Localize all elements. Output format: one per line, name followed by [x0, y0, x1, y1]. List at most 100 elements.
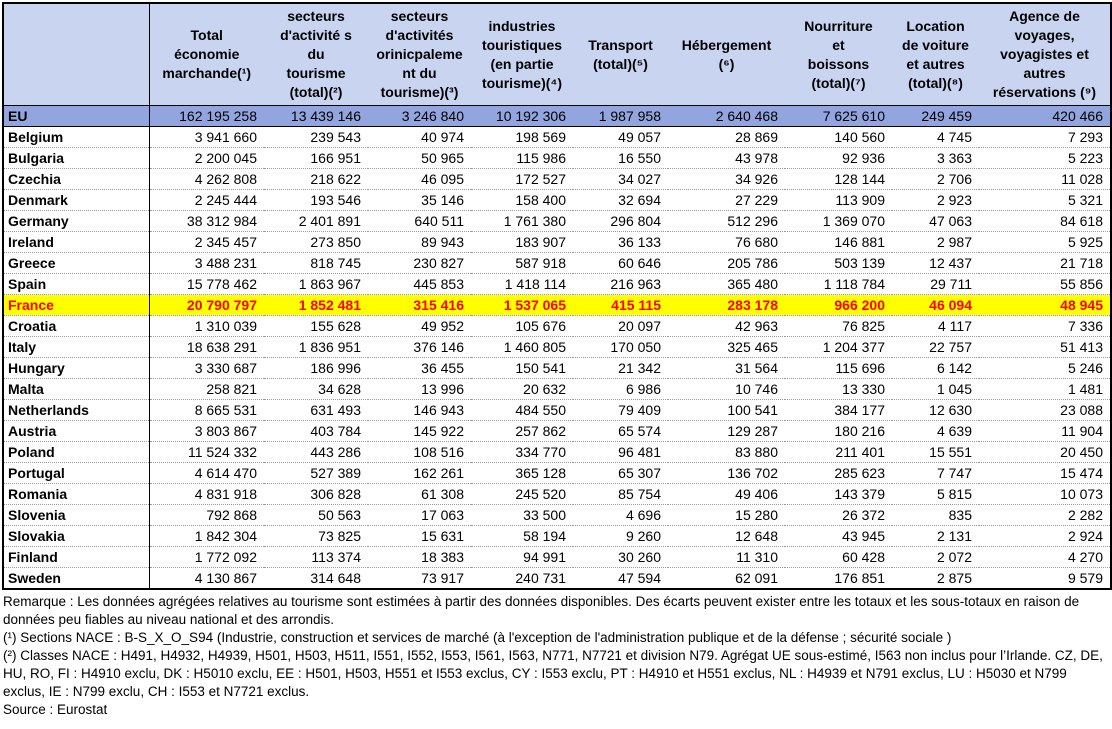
value-cell: 1 204 377: [785, 336, 892, 358]
value-cell: 2 131: [892, 525, 979, 547]
value-cell: 22 757: [892, 336, 979, 358]
value-cell: 18 383: [368, 546, 471, 568]
value-cell: 105 676: [471, 315, 573, 337]
value-cell: 28 869: [668, 126, 785, 148]
value-cell: 92 936: [785, 147, 892, 169]
value-cell: 15 631: [368, 525, 471, 547]
row-label: Germany: [3, 210, 150, 232]
value-cell: 180 216: [785, 420, 892, 442]
value-cell: 631 493: [264, 399, 368, 421]
value-cell: 1 761 380: [471, 210, 573, 232]
value-cell: 314 648: [310, 569, 361, 586]
value-cell: 34 926: [668, 168, 785, 190]
value-cell: 7 625 610: [785, 105, 892, 127]
value-cell: 20 097: [573, 315, 668, 337]
value-cell: 4 117: [892, 315, 979, 337]
value-cell: 11 028: [979, 168, 1111, 190]
value-cell: 512 296: [668, 210, 785, 232]
table-row-netherlands: Netherlands 8 665 531 631 493 146 943 484 55…: [3, 399, 1111, 421]
value-cell: 218 622: [264, 168, 368, 190]
value-cell: 55 856: [979, 273, 1111, 295]
value-cell: 211 401: [785, 441, 892, 463]
value-cell: 172 527: [471, 168, 573, 190]
value-cell: 2 200 045: [149, 147, 264, 169]
value-cell: 12 437: [892, 252, 979, 274]
value-cell: 240 731: [515, 569, 566, 586]
value-cell: 43 978: [668, 147, 785, 169]
value-cell: 166 951: [264, 147, 368, 169]
column-header-4: industries touristiques (en partie touri…: [471, 3, 573, 106]
table-row-bulgaria: Bulgaria 2 200 045 166 951 50 965 115 986 16 …: [3, 147, 1111, 169]
row-label: Romania: [3, 483, 150, 505]
value-cell: 18 638 291: [149, 336, 264, 358]
value-cell: 7 747: [892, 462, 979, 484]
value-cell: 835: [892, 504, 979, 526]
note-2: (²) Classes NACE : H491, H4932, H4939, H…: [3, 647, 1103, 699]
value-cell: 4 270: [979, 546, 1111, 568]
value-cell: 60 646: [573, 252, 668, 274]
note-source: Source : Eurostat: [3, 701, 108, 717]
value-cell: 36 133: [573, 231, 668, 253]
value-cell: 11 524 332: [149, 441, 264, 463]
value-cell: 35 146: [368, 189, 471, 211]
value-cell: 273 850: [264, 231, 368, 253]
column-header-3: secteurs d'activités orinicpaleme nt du …: [368, 3, 471, 106]
value-cell: 140 560: [785, 126, 892, 148]
table-row-croatia: Croatia 1 310 039 155 628 49 952 105 676 20 0…: [3, 315, 1111, 337]
value-cell: 65 307: [573, 462, 668, 484]
value-cell: 42 963: [668, 315, 785, 337]
value-cell: 58 194: [471, 525, 573, 547]
value-cell: 205 786: [668, 252, 785, 274]
column-header-1: Total économie marchande(¹): [149, 3, 264, 106]
value-cell: 73 825: [264, 525, 368, 547]
value-cell: 186 996: [264, 357, 368, 379]
value-cell: 32 694: [573, 189, 668, 211]
value-cell: 3 941 660: [149, 126, 264, 148]
value-cell: 12 630: [892, 399, 979, 421]
value-cell: 1 045: [892, 378, 979, 400]
value-cell: 113 909: [785, 189, 892, 211]
value-cell: 1 836 951: [264, 336, 368, 358]
value-cell: 193 546: [264, 189, 368, 211]
table-row-france: France 20 790 797 1 852 481 315 416 1 537 06…: [3, 294, 1111, 316]
column-header-5: Transport (total)(⁵): [573, 3, 668, 106]
value-cell: 1 481: [979, 378, 1111, 400]
value-cell: 183 907: [471, 231, 573, 253]
value-cell: 115 986: [471, 147, 573, 169]
column-header-6: Hébergement (⁶): [668, 3, 785, 106]
value-cell: 76 825: [785, 315, 892, 337]
value-cell: 792 868: [149, 504, 264, 526]
value-cell: 47 063: [892, 210, 979, 232]
value-cell: 2 245 444: [149, 189, 264, 211]
note-remarque: Remarque : Les données agrégées relative…: [3, 593, 1080, 627]
value-cell: 146 943: [368, 399, 471, 421]
value-cell: 2 875: [936, 569, 972, 586]
value-cell: 5 321: [979, 189, 1111, 211]
value-cell: 13 330: [785, 378, 892, 400]
value-cell: 503 139: [785, 252, 892, 274]
value-cell: 415 115: [573, 294, 668, 316]
value-cell: 49 952: [368, 315, 471, 337]
row-label: Portugal: [3, 462, 150, 484]
row-label: Croatia: [3, 315, 150, 337]
header-row: Total économie marchande(¹) secteurs d'ac…: [3, 3, 1111, 106]
value-cell: 2 072: [892, 546, 979, 568]
value-cell: 3 488 231: [149, 252, 264, 274]
value-cell: 2 706: [892, 168, 979, 190]
value-cell: 403 784: [264, 420, 368, 442]
value-cell: 46 095: [368, 168, 471, 190]
row-label: Hungary: [3, 357, 150, 379]
row-label: Greece: [3, 252, 150, 274]
value-cell: 1 987 958: [573, 105, 668, 127]
value-cell: 20 632: [471, 378, 573, 400]
value-cell: 484 550: [471, 399, 573, 421]
table-body: EU 162 195 258 13 439 146 3 246 840 10 192 3…: [3, 105, 1111, 589]
value-cell: 136 702: [668, 462, 785, 484]
value-cell: 443 286: [264, 441, 368, 463]
value-cell: 325 465: [668, 336, 785, 358]
value-cell: 5 246: [979, 357, 1111, 379]
value-cell: 50 965: [368, 147, 471, 169]
value-cell: 129 287: [668, 420, 785, 442]
value-cell: 3 246 840: [368, 105, 471, 127]
